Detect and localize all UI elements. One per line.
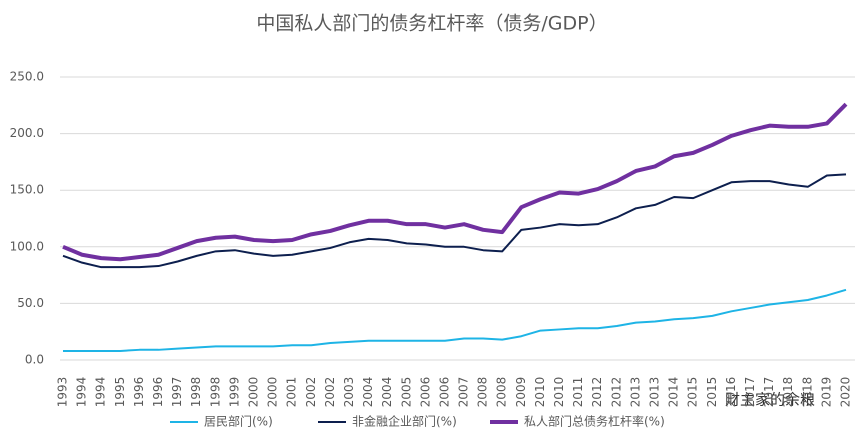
- x-tick-label: 2006: [437, 377, 451, 408]
- x-tick-label: 2000: [266, 377, 280, 408]
- x-tick-label: 2017: [762, 377, 776, 408]
- legend-label: 非金融企业部门(%): [352, 414, 457, 429]
- x-tick-label: 1997: [170, 377, 184, 408]
- x-tick-label: 2008: [476, 377, 490, 408]
- y-tick-label: 100.0: [10, 239, 44, 253]
- x-tick-label: 2004: [361, 377, 375, 408]
- x-tick-label: 1993: [56, 377, 70, 408]
- x-tick-label: 1996: [132, 377, 146, 408]
- legend-label: 私人部门总债务杠杆率(%): [524, 414, 665, 429]
- series-line: [62, 173, 847, 269]
- x-tick-label: 2001: [285, 377, 299, 408]
- x-tick-label: 2013: [628, 377, 642, 408]
- x-tick-label: 2000: [246, 377, 260, 408]
- series-line: [62, 102, 848, 262]
- x-tick-label: 2017: [743, 377, 757, 408]
- x-tick-label: 2008: [495, 377, 509, 408]
- x-tick-label: 1996: [151, 377, 165, 408]
- y-tick-label: 50.0: [17, 296, 44, 310]
- x-tick-label: 2018: [800, 377, 814, 408]
- series-line: [63, 288, 847, 352]
- x-tick-label: 2014: [667, 377, 681, 408]
- x-tick-label: 2005: [399, 377, 413, 408]
- x-tick-label: 2018: [781, 377, 795, 408]
- x-tick-label: 1999: [227, 377, 241, 408]
- y-tick-label: 200.0: [10, 126, 44, 140]
- x-tick-label: 2013: [648, 377, 662, 408]
- x-tick-label: 2006: [418, 377, 432, 408]
- x-tick-label: 1995: [113, 377, 127, 408]
- x-tick-label: 2003: [342, 377, 356, 408]
- x-tick-label: 2015: [686, 377, 700, 408]
- x-tick-label: 1994: [94, 377, 108, 408]
- x-tick-label: 2009: [514, 377, 528, 408]
- x-tick-label: 2020: [839, 377, 853, 408]
- watermark: 财主家的余粮: [725, 391, 815, 409]
- x-tick-label: 2002: [304, 377, 318, 408]
- y-tick-label: 150.0: [10, 183, 44, 197]
- x-tick-label: 2012: [609, 377, 623, 408]
- x-tick-label: 2016: [724, 377, 738, 408]
- x-tick-label: 2002: [323, 377, 337, 408]
- x-tick-label: 1994: [75, 377, 89, 408]
- x-tick-label: 1998: [189, 377, 203, 408]
- x-tick-label: 2019: [819, 377, 833, 408]
- x-tick-label: 2010: [552, 377, 566, 408]
- x-tick-label: 2007: [457, 377, 471, 408]
- y-tick-label: 250.0: [10, 70, 44, 84]
- x-tick-label: 2010: [533, 377, 547, 408]
- legend-label: 居民部门(%): [204, 414, 273, 429]
- x-tick-label: 2004: [380, 377, 394, 408]
- x-tick-label: 2015: [705, 377, 719, 408]
- x-tick-label: 2011: [571, 377, 585, 408]
- x-tick-label: 2012: [590, 377, 604, 408]
- y-tick-label: 0.0: [25, 353, 44, 367]
- x-tick-label: 1998: [208, 377, 222, 408]
- chart-title: 中国私人部门的债务杠杆率（债务/GDP）: [256, 13, 607, 35]
